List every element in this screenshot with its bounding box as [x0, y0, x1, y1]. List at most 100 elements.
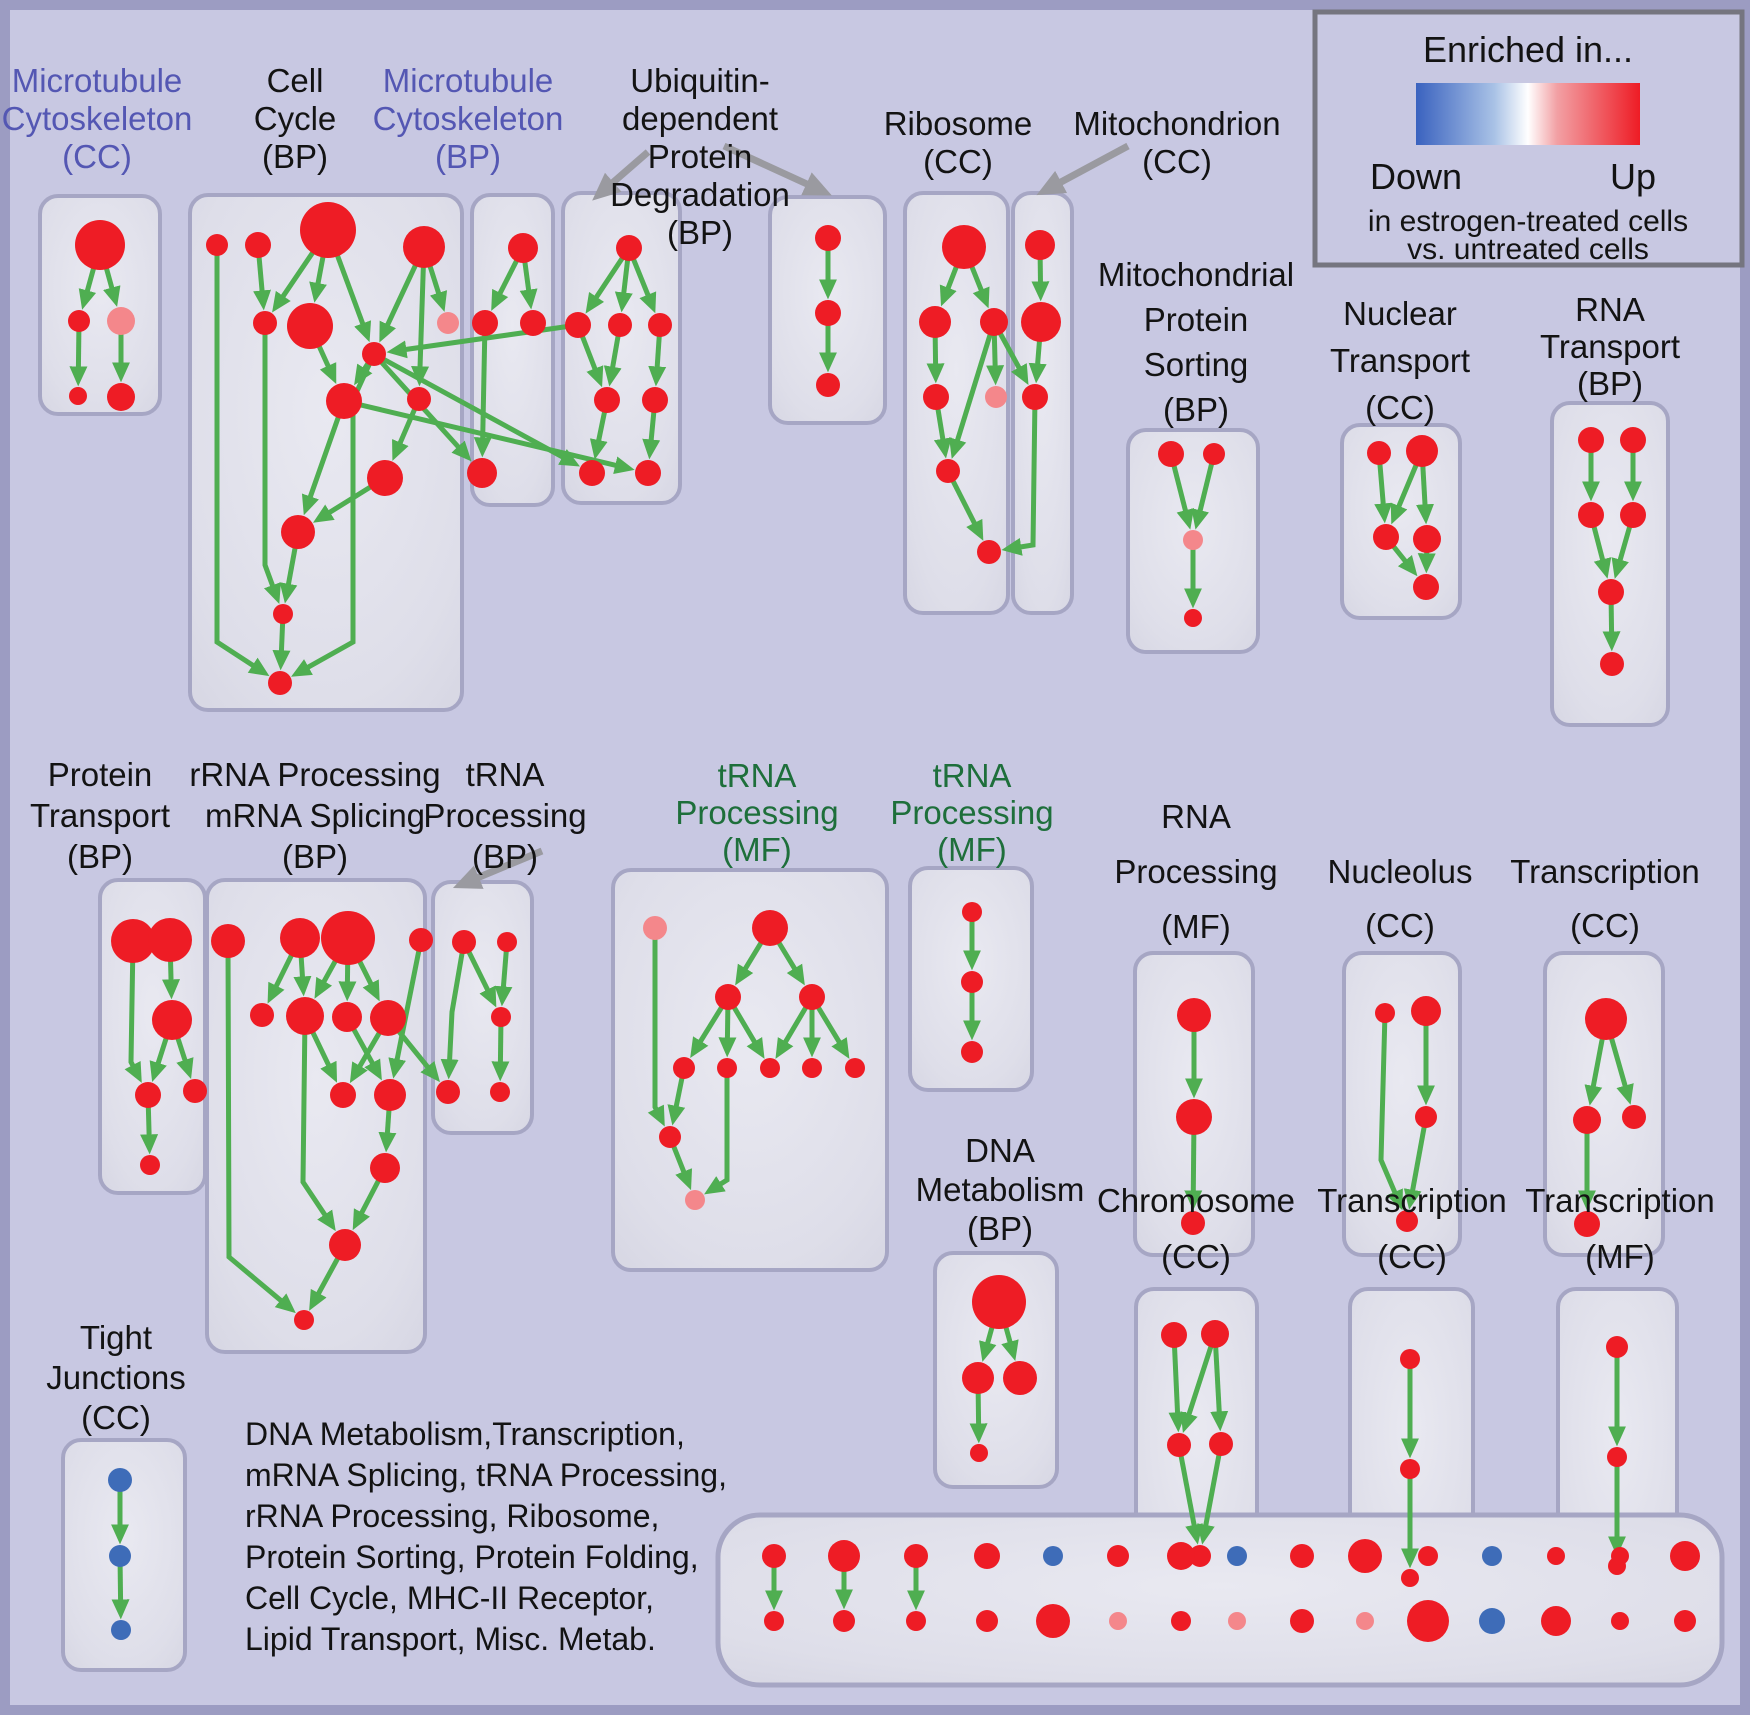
edge-trna-processing-mf-large [704, 1068, 730, 1195]
group-label-cell-cycle-bp-line2: (BP) [262, 138, 328, 175]
go-term-node [135, 1082, 161, 1108]
go-term-node [616, 235, 642, 261]
go-term-node [1413, 525, 1441, 553]
go-term-node [1189, 1545, 1211, 1567]
misc-category-list-line3: Protein Sorting, Protein Folding, [245, 1539, 699, 1575]
go-term-node [1022, 384, 1048, 410]
edge-chromosome-cc [1176, 1444, 1203, 1545]
go-term-node [183, 1079, 207, 1103]
go-term-node [635, 460, 661, 486]
group-label-tight-junctions-cc-line2: (CC) [81, 1399, 151, 1436]
group-label-trna-processing-mf-small-line2: (MF) [937, 831, 1007, 868]
legend-subtitle-line1: in estrogen-treated cells [1368, 205, 1688, 238]
group-label-nuclear-transport-cc-line2: (CC) [1365, 389, 1435, 426]
group-label-dna-metabolism-bp-line1: Metabolism [916, 1171, 1085, 1208]
group-label-cell-cycle-bp-line0: Cell [267, 62, 324, 99]
go-term-node [685, 1190, 705, 1210]
go-term-node [332, 1002, 362, 1032]
go-term-node [409, 928, 433, 952]
group-label-transcription-mf-line0: Transcription [1525, 1182, 1715, 1219]
go-term-node [108, 1468, 132, 1492]
go-term-node [273, 604, 293, 624]
go-term-node [68, 310, 90, 332]
go-term-node [1585, 998, 1627, 1040]
edge-microtubule-cytoskeleton-bp [473, 322, 492, 458]
go-term-node [211, 924, 245, 958]
edge-rrna-processing-mrna-splicing-bp [225, 940, 296, 1314]
group-label-trna-processing-mf-large-line1: Processing [675, 794, 838, 831]
group-label-mitochondrial-protein-sorting-bp-line2: Sorting [1144, 346, 1249, 383]
go-term-node [594, 387, 620, 413]
group-label-nuclear-transport-cc-line0: Nuclear [1343, 295, 1457, 332]
go-term-node [490, 1082, 510, 1102]
group-label-chromosome-cc-line0: Chromosome [1097, 1182, 1295, 1219]
group-label-trna-processing-mf-large-line2: (MF) [722, 831, 792, 868]
legend-title: Enriched in... [1423, 29, 1633, 70]
go-term-node [1401, 1569, 1419, 1587]
go-term-node [970, 1444, 988, 1462]
group-label-rrna-processing-mrna-splicing-bp-line0: rRNA Processing [189, 756, 440, 793]
go-term-node [906, 1611, 926, 1631]
go-term-node [367, 460, 403, 496]
group-label-trna-processing-mf-large-line0: tRNA [718, 757, 797, 794]
group-label-microtubule-cytoskeleton-cc-line1: Cytoskeleton [2, 100, 193, 137]
go-term-node [764, 1611, 784, 1631]
edge-cell-cycle-bp [291, 352, 377, 677]
go-term-node [1541, 1606, 1571, 1636]
go-term-node [1209, 1432, 1233, 1456]
go-term-node [816, 373, 840, 397]
go-term-node [1670, 1541, 1700, 1571]
misc-category-list-line0: DNA Metabolism,Transcription, [245, 1416, 685, 1452]
edge-cell-cycle-bp [411, 246, 430, 387]
go-term-node [980, 308, 1008, 336]
group-label-transcription-cc-upper-line0: Transcription [1510, 853, 1700, 890]
go-term-node [152, 1000, 192, 1040]
group-label-mitochondrial-protein-sorting-bp-line0: Mitochondrial [1098, 256, 1294, 293]
go-term-node [1418, 1546, 1438, 1566]
go-term-node [1674, 1610, 1696, 1632]
group-label-rna-processing-mf-line0: RNA [1161, 798, 1231, 835]
go-term-node [845, 1058, 865, 1078]
go-term-node [974, 1543, 1000, 1569]
go-term-node [752, 910, 788, 946]
go-term-node [972, 1275, 1026, 1329]
group-label-dna-metabolism-bp-line0: DNA [965, 1132, 1035, 1169]
go-term-node [1606, 1336, 1628, 1358]
go-term-node [1171, 1611, 1191, 1631]
misc-pairs-box [715, 1512, 1725, 1688]
group-label-dna-metabolism-bp-line2: (BP) [967, 1210, 1033, 1247]
legend-up-label: Up [1610, 156, 1656, 197]
go-term-node [1181, 1211, 1205, 1235]
edge-rrna-processing-mrna-splicing-bp [388, 939, 424, 1079]
group-label-mitochondrial-protein-sorting-bp-line3: (BP) [1163, 391, 1229, 428]
group-label-cell-cycle-bp-line1: Cycle [254, 100, 337, 137]
go-term-node [1158, 441, 1184, 467]
go-term-node [107, 383, 135, 411]
edge-rrna-processing-mrna-splicing-bp [300, 1015, 336, 1232]
go-term-node [936, 459, 960, 483]
go-term-node [472, 310, 498, 336]
go-term-node [828, 1540, 860, 1572]
go-term-node [1406, 435, 1438, 467]
go-term-node [762, 1544, 786, 1568]
group-box-microtubule-cytoskeleton-bp [470, 193, 555, 507]
group-label-trna-processing-mf-small-line0: tRNA [933, 757, 1012, 794]
go-term-node [1600, 652, 1624, 676]
go-term-node [1043, 1546, 1063, 1566]
legend-subtitle-line2: vs. untreated cells [1407, 233, 1649, 266]
go-term-node [1161, 1322, 1187, 1348]
go-term-node [1167, 1433, 1191, 1457]
go-term-node [1290, 1544, 1314, 1568]
group-box-dna-metabolism-bp [933, 1251, 1059, 1489]
group-box-transcription-cc-upper [1543, 951, 1665, 1257]
layer-labels: MicrotubuleCytoskeleton(CC)CellCycle(BP)… [2, 29, 1715, 1657]
go-term-node [1620, 427, 1646, 453]
go-term-node [648, 313, 672, 337]
go-term-node [109, 1545, 131, 1567]
group-label-microtubule-cytoskeleton-bp-line1: Cytoskeleton [373, 100, 564, 137]
group-label-ubiquitin-protein-degradation-bp-left-line2: Protein [648, 138, 753, 175]
label-pointer-arrow-0 [592, 149, 651, 201]
go-term-node [1578, 502, 1604, 528]
